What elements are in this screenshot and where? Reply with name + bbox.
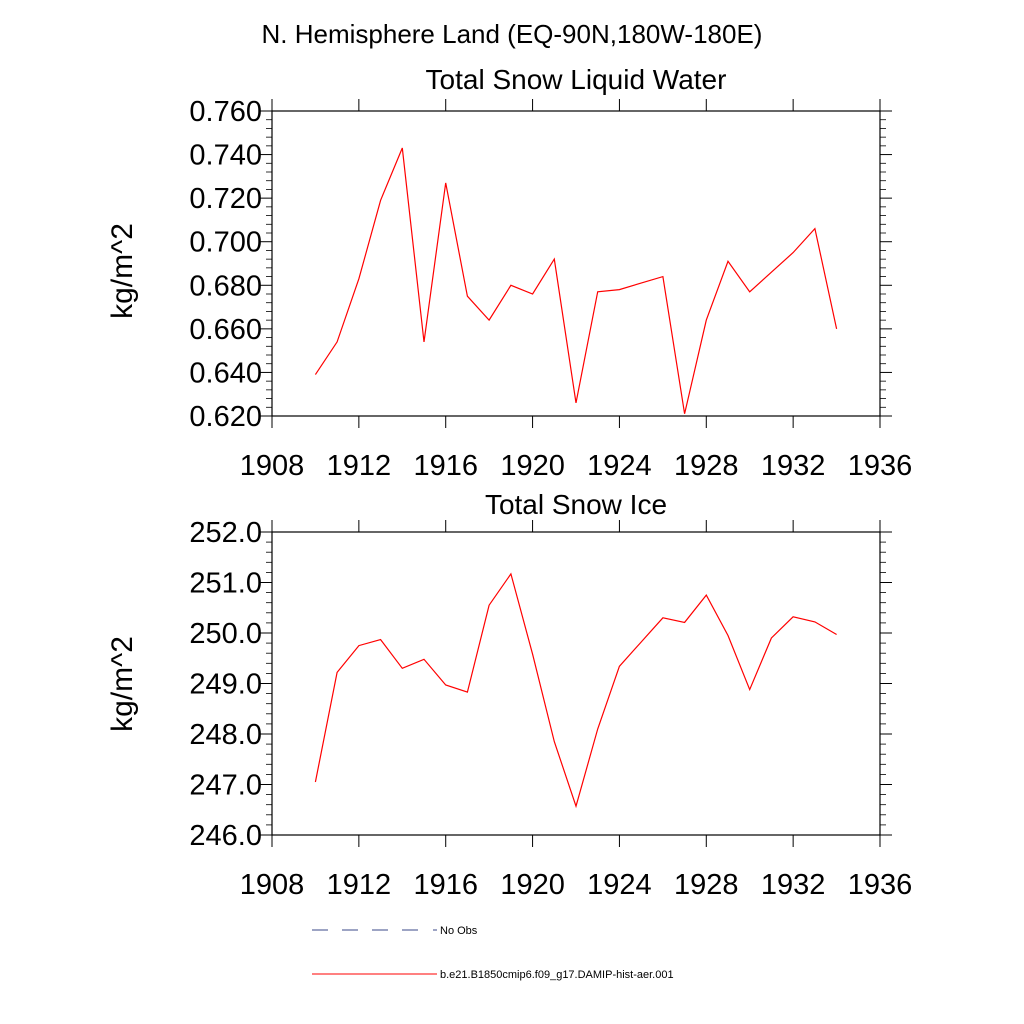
x-tick-label: 1916 xyxy=(413,450,478,482)
x-tick-label: 1932 xyxy=(761,869,826,901)
plot-frame xyxy=(271,110,881,417)
legend: No Obs b.e21.B1850cmip6.f09_g17.DAMIP-hi… xyxy=(312,925,674,981)
plot-frame xyxy=(271,531,881,836)
y-axis-label: kg/m^2 xyxy=(106,223,139,319)
y-ticks: 0.620 0.640 0.660 0.680 0.700 0.720 0.740 0.760 xyxy=(189,96,892,433)
x-tick-label: 1920 xyxy=(500,450,565,482)
y-tick-label: 249.0 xyxy=(189,669,262,701)
y-tick-label: 0.720 xyxy=(189,183,262,215)
x-tick-label: 1908 xyxy=(240,450,305,482)
legend-label-no-obs: No Obs xyxy=(440,925,478,937)
y-tick-label: 0.660 xyxy=(189,314,262,346)
series-layer xyxy=(314,147,838,414)
x-tick-label: 1912 xyxy=(327,450,392,482)
series-line xyxy=(314,147,838,414)
x-tick-label: 1928 xyxy=(674,869,739,901)
y-tick-label: 0.620 xyxy=(189,401,262,433)
chart-title: Total Snow Ice xyxy=(485,489,667,520)
chart-liquid-water: Total Snow Liquid Water kg/m^2 0.620 0.64… xyxy=(106,64,912,482)
x-ticks: 1908 1912 1916 1920 1924 1928 1932 1936 xyxy=(240,520,913,901)
x-tick-label: 1932 xyxy=(761,450,826,482)
x-tick-label: 1920 xyxy=(500,869,565,901)
y-tick-label: 0.740 xyxy=(189,140,262,172)
series-line xyxy=(314,572,837,809)
y-tick-label: 250.0 xyxy=(189,618,262,650)
y-tick-label: 0.760 xyxy=(189,96,262,128)
y-tick-label: 252.0 xyxy=(189,517,262,549)
y-tick-label: 247.0 xyxy=(189,770,262,802)
y-tick-label: 0.700 xyxy=(189,227,262,259)
series-layer xyxy=(314,572,837,809)
page-title: N. Hemisphere Land (EQ-90N,180W-180E) xyxy=(262,19,763,49)
y-ticks: 246.0 247.0 248.0 249.0 250.0 251.0 252.0 xyxy=(189,517,892,852)
chart-snow-ice: Total Snow Ice kg/m^2 246.0 247.0 248.0 249… xyxy=(106,489,912,901)
y-tick-label: 0.640 xyxy=(189,357,262,389)
x-ticks: 1908 1912 1916 1920 1924 1928 1932 1936 xyxy=(240,99,913,482)
x-tick-label: 1928 xyxy=(674,450,739,482)
x-tick-label: 1908 xyxy=(240,869,305,901)
y-tick-label: 251.0 xyxy=(189,568,262,600)
x-tick-label: 1936 xyxy=(848,869,913,901)
y-tick-label: 246.0 xyxy=(189,820,262,852)
y-tick-label: 248.0 xyxy=(189,719,262,751)
x-tick-label: 1916 xyxy=(413,869,478,901)
legend-label-model: b.e21.B1850cmip6.f09_g17.DAMIP-hist-aer.… xyxy=(440,969,674,981)
chart-title: Total Snow Liquid Water xyxy=(426,64,727,95)
x-tick-label: 1912 xyxy=(327,869,392,901)
x-tick-label: 1924 xyxy=(587,450,652,482)
y-tick-label: 0.680 xyxy=(189,270,262,302)
y-axis-label: kg/m^2 xyxy=(106,636,139,732)
x-tick-label: 1936 xyxy=(848,450,913,482)
x-tick-label: 1924 xyxy=(587,869,652,901)
